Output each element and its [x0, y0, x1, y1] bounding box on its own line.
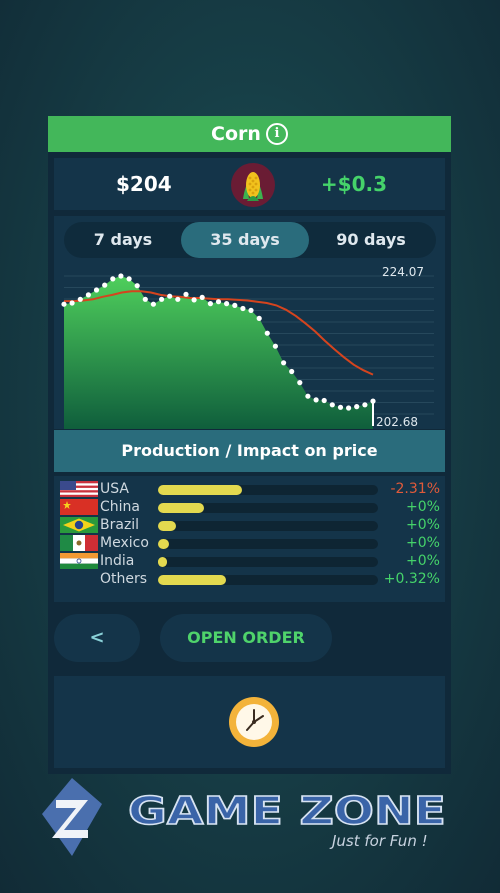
production-row-mexico: Mexico +0% — [60, 534, 440, 552]
country-name: USA — [100, 481, 129, 497]
price-point — [126, 276, 132, 282]
production-bar — [158, 539, 378, 549]
price-point — [134, 283, 140, 289]
price-point — [183, 291, 189, 297]
country-name: Brazil — [100, 517, 140, 533]
price-change: +$0.3 — [320, 172, 387, 196]
production-row-usa: USA -2.31% — [60, 480, 440, 498]
price-point — [93, 287, 100, 293]
impact-value: +0.32% — [383, 571, 440, 587]
price-point — [61, 301, 67, 307]
clock-icon[interactable] — [228, 696, 280, 748]
impact-value: -2.31% — [390, 481, 440, 497]
usa-flag-icon — [60, 481, 98, 497]
price-point — [118, 273, 124, 279]
period-tabs: 7 days 35 days 90 days — [64, 222, 436, 258]
price-point — [297, 380, 303, 386]
price-point — [329, 402, 335, 408]
country-name: Mexico — [100, 535, 149, 551]
chart-high-label: 224.07 — [382, 265, 424, 279]
mexico-flag-icon — [60, 535, 98, 551]
country-name: China — [100, 499, 140, 515]
impact-value: +0% — [406, 553, 440, 569]
price-chart: 7 days 35 days 90 days 224.07 202.68 — [54, 216, 445, 429]
price-point — [224, 301, 230, 307]
price-point — [150, 301, 156, 307]
chart-plot: 224.07 202.68 — [61, 265, 434, 429]
price-point — [256, 315, 262, 321]
production-row-india: India +0% — [60, 552, 440, 570]
price-point — [305, 393, 311, 399]
price-point — [191, 297, 197, 303]
price-point — [264, 330, 270, 336]
price-point — [69, 300, 75, 306]
price-point — [159, 296, 165, 302]
open-order-button[interactable]: OPEN ORDER — [160, 614, 332, 662]
production-row-others: Others +0.32% — [60, 570, 440, 588]
price-point — [85, 292, 91, 298]
logo-tagline: Just for Fun ! — [329, 832, 428, 850]
price-area — [64, 276, 373, 429]
price-point — [272, 343, 278, 349]
price-bar: $204 +$0.3 — [54, 158, 445, 210]
commodity-panel: Corn i $204 +$0.3 7 days 35 days — [48, 116, 451, 774]
price-point — [142, 296, 148, 302]
timer-area — [54, 676, 445, 768]
commodity-title: Corn — [211, 123, 261, 145]
current-price: $204 — [116, 172, 172, 196]
country-name: Others — [100, 571, 148, 587]
impact-value: +0% — [406, 499, 440, 515]
price-point — [175, 296, 181, 302]
price-point — [207, 301, 213, 307]
price-point — [199, 294, 205, 300]
price-point — [215, 299, 222, 305]
impact-value: +0% — [406, 517, 440, 533]
price-point — [346, 405, 352, 411]
price-point — [281, 360, 287, 366]
corn-icon — [231, 163, 275, 207]
info-icon[interactable]: i — [265, 123, 288, 145]
production-row-brazil: Brazil +0% — [60, 516, 440, 534]
price-point — [110, 276, 116, 282]
impact-value: +0% — [406, 535, 440, 551]
brazil-flag-icon — [60, 517, 98, 533]
price-point — [232, 302, 238, 308]
action-row: < OPEN ORDER — [54, 614, 445, 666]
price-point — [102, 282, 108, 288]
chart-low-label: 202.68 — [376, 415, 418, 429]
tab-90-days[interactable]: 90 days — [336, 230, 406, 249]
price-point — [354, 404, 360, 410]
tab-7-days[interactable]: 7 days — [93, 230, 153, 249]
production-bar — [158, 485, 378, 495]
price-point — [321, 397, 327, 404]
price-point — [240, 305, 246, 312]
price-point — [77, 296, 83, 302]
country-name: India — [100, 553, 135, 569]
price-point — [313, 397, 319, 403]
production-list: USA -2.31% China +0% Brazil +0% — [54, 476, 445, 602]
price-point — [362, 402, 368, 408]
tab-35-days[interactable]: 35 days — [181, 222, 309, 258]
logo-text: GAME ZONE — [128, 789, 446, 833]
price-point — [337, 404, 344, 410]
production-bar — [158, 521, 378, 531]
game-zone-logo: GAME ZONE Just for Fun ! — [42, 778, 447, 856]
production-row-china: China +0% — [60, 498, 440, 516]
price-point — [289, 368, 295, 375]
back-button[interactable]: < — [54, 614, 140, 662]
china-flag-icon — [60, 499, 98, 515]
title-bar: Corn i — [48, 116, 451, 152]
price-point — [248, 307, 254, 313]
production-bar — [158, 503, 378, 513]
price-point — [167, 293, 173, 299]
production-bar — [158, 557, 378, 567]
india-flag-icon — [60, 553, 98, 569]
production-bar — [158, 575, 378, 585]
production-header: Production / Impact on price — [54, 430, 445, 472]
